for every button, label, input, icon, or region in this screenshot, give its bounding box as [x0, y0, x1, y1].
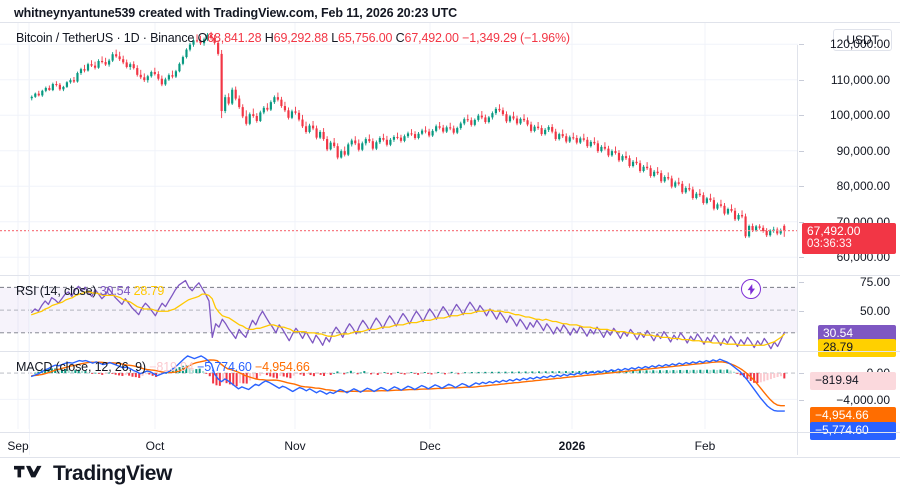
low-label: L — [331, 31, 339, 45]
macd-name[interactable]: MACD (close, 12, 26, 9) — [16, 360, 146, 374]
time-axis-label: Feb — [694, 439, 716, 453]
time-axis-label: 2026 — [558, 439, 586, 453]
rsi-scale[interactable]: 75.00 50.00 30.54 28.79 — [798, 274, 900, 357]
macd-axis-tickmark — [799, 400, 804, 401]
time-axis-label: Sep — [7, 439, 29, 453]
rsi-ma-value-badge: 28.79 — [818, 338, 896, 357]
time-axis[interactable]: Sep Oct Nov Dec 2026 Feb — [0, 432, 900, 458]
price-axis-tickmark — [799, 150, 804, 152]
open-value: 68,841.28 — [207, 31, 262, 45]
macd-hist-value: −819.94 — [149, 360, 194, 374]
rsi-ma-value: 28.79 — [133, 284, 165, 298]
macd-legend: MACD (close, 12, 26, 9) −819.94 −5,774.6… — [16, 360, 310, 374]
rsi-value-badge: 30.54 — [818, 324, 896, 343]
macd-hist-badge: −819.94 — [810, 371, 896, 390]
alert-bolt-icon[interactable] — [741, 279, 761, 299]
chart-frame: Bitcoin / TetherUS · 1D · Binance O68,84… — [0, 22, 900, 455]
price-axis-tick: 80,000.00 — [836, 179, 890, 194]
last-price-value: 67,492.00 — [807, 223, 861, 238]
close-label: C — [395, 31, 405, 45]
high-value: 69,292.88 — [273, 31, 328, 45]
price-axis-tickmark — [799, 79, 804, 81]
tradingview-logo-icon — [14, 464, 44, 485]
macd-line-value: −5,774.60 — [197, 360, 252, 374]
price-scale[interactable]: USDT 120,000.00 110,000.00 100,000.00 90,00… — [798, 23, 900, 275]
rsi-legend: RSI (14, close) 30.54 28.79 — [16, 284, 164, 298]
price-axis-tickmark — [799, 257, 804, 259]
rsi-name[interactable]: RSI (14, close) — [16, 284, 97, 298]
price-axis-tick: 110,000.00 — [830, 72, 890, 87]
macd-line-badge: −5,774.60 — [810, 422, 896, 440]
macd-signal-value: −4,954.66 — [255, 360, 310, 374]
left-edge-line — [29, 45, 30, 455]
low-value: 65,756.00 — [338, 31, 393, 45]
price-axis-tickmark — [799, 186, 804, 188]
macd-axis-tick: −4,000.00 — [836, 393, 890, 407]
last-price-badge: 67,492.00 03:36:33 — [802, 222, 896, 254]
rsi-pane: RSI (14, close) 30.54 28.79 75.00 50.00 3… — [0, 274, 900, 357]
time-axis-label: Oct — [145, 439, 165, 453]
open-label: O — [197, 31, 208, 45]
macd-pane: MACD (close, 12, 26, 9) −819.94 −5,774.6… — [0, 351, 900, 440]
rsi-axis-tick: 50.00 — [859, 303, 890, 318]
scale-separator — [797, 45, 798, 455]
macd-plot[interactable] — [0, 352, 798, 429]
price-axis-tickmark — [799, 44, 804, 46]
price-plot[interactable] — [0, 23, 798, 275]
time-axis-label: Nov — [284, 439, 306, 453]
price-axis-tick: 120,000.00 — [829, 37, 890, 52]
price-pane: Bitcoin / TetherUS · 1D · Binance O68,84… — [0, 23, 900, 299]
attribution-text: whitneynyantune539 created with TradingV… — [14, 6, 458, 20]
close-value: 67,492.00 — [404, 31, 459, 45]
tradingview-wordmark: TradingView — [53, 462, 172, 485]
rsi-plot[interactable] — [0, 276, 798, 351]
macd-scale[interactable]: 0.00−4,000.00 −819.94 −4,954.66 −5,774.6… — [798, 352, 900, 440]
price-change: −1,349.29 (−1.96%) — [462, 31, 570, 45]
bar-countdown: 03:36:33 — [807, 237, 852, 250]
price-legend: Bitcoin / TetherUS · 1D · Binance O68,84… — [16, 31, 570, 45]
rsi-value: 30.54 — [99, 284, 131, 298]
price-axis-tick: 90,000.00 — [836, 143, 890, 158]
rsi-axis-tickmark — [799, 310, 804, 312]
rsi-axis-tickmark — [799, 281, 804, 283]
high-label: H — [264, 31, 274, 45]
time-axis-label: Dec — [419, 439, 441, 453]
price-axis-tickmark — [799, 221, 804, 223]
price-axis-tick: 100,000.00 — [829, 108, 890, 123]
currency-label[interactable]: USDT — [833, 29, 892, 51]
rsi-axis-tick: 75.00 — [859, 274, 890, 289]
macd-signal-badge: −4,954.66 — [810, 407, 896, 425]
symbol-label[interactable]: Bitcoin / TetherUS · 1D · Binance — [16, 31, 195, 45]
macd-axis-tickmark — [799, 373, 804, 375]
price-axis-tickmark — [799, 115, 804, 117]
footer-branding: TradingView — [14, 462, 172, 486]
price-axis-tick: 60,000.00 — [836, 250, 890, 265]
